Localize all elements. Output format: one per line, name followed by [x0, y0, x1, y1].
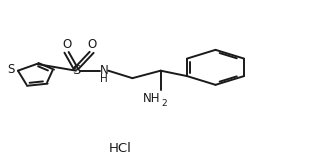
Text: 2: 2	[161, 99, 167, 108]
Text: NH: NH	[143, 92, 161, 105]
Text: S: S	[72, 64, 80, 77]
Text: O: O	[87, 38, 96, 51]
Text: HCl: HCl	[108, 142, 131, 155]
Text: S: S	[7, 63, 14, 76]
Text: O: O	[62, 38, 71, 51]
Text: H: H	[100, 74, 108, 84]
Text: N: N	[100, 64, 109, 77]
